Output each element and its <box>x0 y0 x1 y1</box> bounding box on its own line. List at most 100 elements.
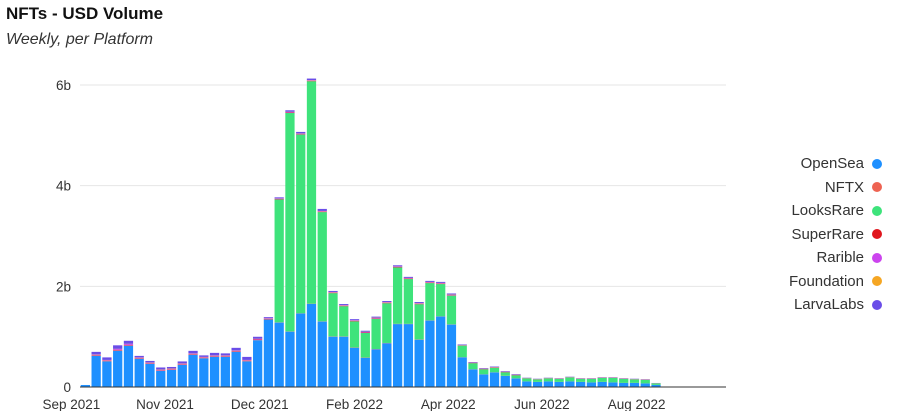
bar-segment-rarible <box>414 303 424 304</box>
bar-segment-opensea <box>532 381 543 387</box>
bar-segment-rarible <box>166 368 177 370</box>
bar-segment-opensea <box>479 374 489 387</box>
legend-item-nftx[interactable]: NFTX <box>789 176 882 200</box>
bar-segment-larvalabs <box>231 347 241 351</box>
bar-segment-opensea <box>597 381 607 387</box>
bar-segment-larvalabs <box>102 357 112 360</box>
legend-label: SuperRare <box>791 225 864 243</box>
bar-segment-opensea <box>522 381 532 387</box>
bar-segment-looksrare <box>479 369 489 375</box>
y-tick-label: 0 <box>63 380 71 395</box>
bar-segment-opensea <box>188 354 198 387</box>
chart-subtitle: Weekly, per Platform <box>6 31 154 48</box>
bar-segment-opensea <box>500 375 510 387</box>
bar-segment-opensea <box>328 336 338 387</box>
legend-item-looksrare[interactable]: LooksRare <box>789 199 882 223</box>
chart-title: NFTs - USD Volume <box>6 4 164 23</box>
legend-item-foundation[interactable]: Foundation <box>789 270 882 294</box>
bar-segment-larvalabs <box>91 351 101 355</box>
bar-segment-opensea <box>156 370 166 387</box>
bar-segment-opensea <box>349 347 360 387</box>
bar-segment-rarible <box>188 353 198 355</box>
bar-segment-looksrare <box>339 306 349 337</box>
legend-item-larvalabs[interactable]: LarvaLabs <box>789 293 882 317</box>
bar-segment-rarible <box>102 360 112 361</box>
bar-segment-larvalabs <box>436 281 446 283</box>
bar-segment-larvalabs <box>457 344 467 345</box>
bar-segment-looksrare <box>349 321 360 348</box>
bar-segment-larvalabs <box>425 280 435 282</box>
bar-segment-larvalabs <box>209 352 220 356</box>
bar-segment-larvalabs <box>328 290 338 292</box>
bar-segment-rarible <box>436 283 446 284</box>
x-tick-label: Apr 2022 <box>421 397 476 411</box>
bar-segment-looksrare <box>457 345 467 358</box>
bar-segment-rarible <box>220 355 230 357</box>
bar-segment-looksrare <box>640 379 650 384</box>
x-tick-label: Dec 2021 <box>231 397 289 411</box>
bar-segment-rarible <box>285 112 295 113</box>
bar-segment-looksrare <box>317 212 327 322</box>
legend-label: NFTX <box>824 178 864 196</box>
bar-segment-rarible <box>134 357 144 359</box>
legend-label: LarvaLabs <box>793 296 864 314</box>
bar-segment-looksrare <box>511 375 521 379</box>
bar-segment-opensea <box>436 316 446 387</box>
bar-segment-looksrare <box>576 378 586 382</box>
bar-segment-looksrare <box>274 199 284 323</box>
bar-segment-opensea <box>263 319 274 387</box>
bar-segment-looksrare <box>328 293 338 337</box>
bar-segment-looksrare <box>522 378 532 382</box>
bar-segment-opensea <box>619 382 629 387</box>
bar-segment-opensea <box>231 351 241 387</box>
bar-segment-rarible <box>145 362 155 364</box>
bar-segment-looksrare <box>446 295 457 325</box>
legend-item-rarible[interactable]: Rarible <box>789 246 882 270</box>
bar-segment-rarible <box>446 294 457 296</box>
bar-segment-opensea <box>640 383 650 387</box>
legend-item-opensea[interactable]: OpenSea <box>789 152 882 176</box>
bar-segment-larvalabs <box>339 304 349 306</box>
bar-segment-rarible <box>339 305 349 306</box>
bar-segment-opensea <box>102 361 112 387</box>
bar-segment-rarible <box>360 331 370 333</box>
bar-segment-rarible <box>91 354 101 356</box>
bar-segment-looksrare <box>651 383 661 385</box>
bar-segment-opensea <box>177 364 187 387</box>
bar-segment-opensea <box>134 358 144 387</box>
bar-segment-looksrare <box>554 378 564 382</box>
bar-segment-larvalabs <box>382 301 392 303</box>
bar-segment-larvalabs <box>145 360 155 363</box>
bar-segment-larvalabs <box>500 371 510 372</box>
legend-label: Foundation <box>788 272 864 290</box>
bar-segment-opensea <box>382 343 392 387</box>
legend-item-superrare[interactable]: SuperRare <box>789 223 882 247</box>
bar-segment-larvalabs <box>113 345 123 349</box>
bar-segment-rarible <box>242 360 252 361</box>
bar-segment-larvalabs <box>468 362 478 363</box>
bar-segment-opensea <box>242 361 252 387</box>
bar-segment-looksrare <box>296 134 306 314</box>
bar-segment-looksrare <box>360 332 370 358</box>
y-tick-label: 2b <box>56 279 71 294</box>
bar-segment-looksrare <box>425 283 435 321</box>
legend-dot-icon <box>872 229 882 240</box>
bar-segment-opensea <box>209 356 220 387</box>
bar-segment-opensea <box>543 381 553 387</box>
bar-segment-looksrare <box>586 378 597 383</box>
x-tick-label: Sep 2021 <box>42 397 100 411</box>
bar-segment-opensea <box>576 381 586 387</box>
bar-segment-opensea <box>285 331 295 387</box>
bar-segment-rarible <box>263 318 274 319</box>
bar-segment-opensea <box>403 324 414 387</box>
bar-segment-looksrare <box>543 378 553 382</box>
bar-segment-looksrare <box>436 284 446 317</box>
bar-segment-opensea <box>339 336 349 387</box>
bar-segment-rarible <box>274 198 284 200</box>
bar-segment-looksrare <box>285 112 295 332</box>
bar-segment-opensea <box>489 372 500 387</box>
bar-segment-looksrare <box>392 267 403 324</box>
bar-segment-larvalabs <box>371 316 381 318</box>
bar-segment-opensea <box>446 324 457 387</box>
bar-segment-opensea <box>554 381 564 387</box>
